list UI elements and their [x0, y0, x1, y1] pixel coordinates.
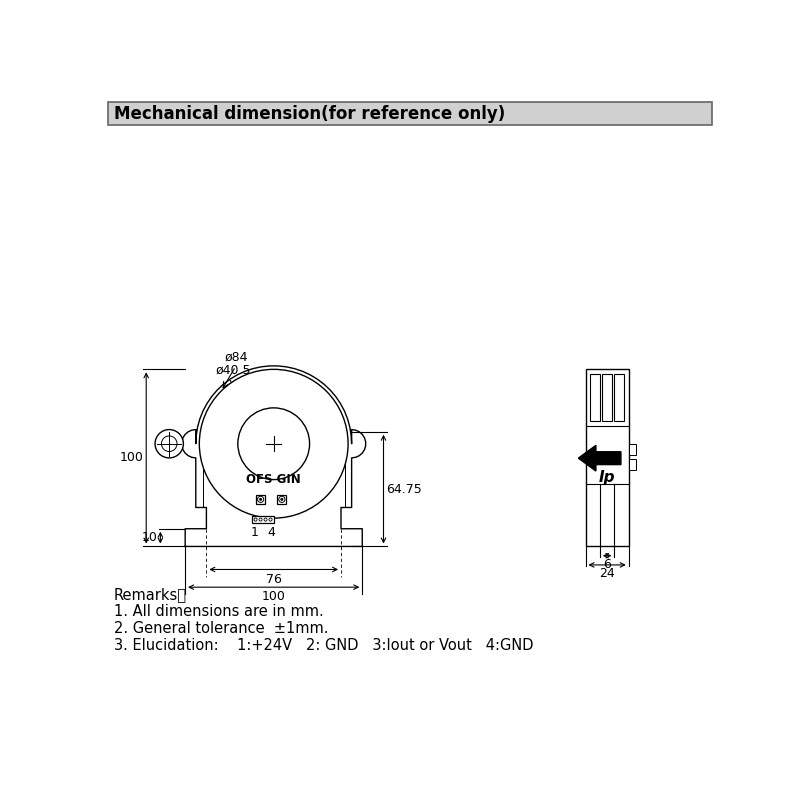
Text: 1. All dimensions are in mm.: 1. All dimensions are in mm.	[114, 604, 323, 619]
Circle shape	[264, 518, 267, 521]
Bar	[108, 102, 712, 126]
Text: Remarks：: Remarks：	[114, 587, 186, 602]
Circle shape	[238, 408, 310, 479]
Bar	[253, 516, 274, 523]
Bar	[278, 494, 286, 504]
Text: 1: 1	[251, 526, 258, 538]
Text: 6: 6	[603, 558, 611, 571]
Circle shape	[258, 496, 264, 502]
Text: ø40.5: ø40.5	[215, 363, 250, 377]
Text: 24: 24	[599, 567, 615, 580]
Text: 100: 100	[262, 590, 286, 603]
Text: Mechanical dimension(for reference only): Mechanical dimension(for reference only)	[114, 105, 506, 122]
Circle shape	[254, 518, 257, 521]
Text: 100: 100	[119, 451, 143, 464]
Bar	[629, 444, 636, 454]
Text: 76: 76	[266, 573, 282, 586]
Bar	[256, 494, 266, 504]
Bar	[602, 374, 612, 422]
Text: 64.75: 64.75	[386, 482, 422, 496]
Circle shape	[269, 518, 272, 521]
Bar	[590, 374, 601, 422]
Polygon shape	[182, 366, 366, 546]
Text: 2. General tolerance  ±1mm.: 2. General tolerance ±1mm.	[114, 621, 328, 636]
Circle shape	[278, 496, 285, 502]
Text: 4: 4	[268, 526, 276, 538]
Bar	[629, 459, 636, 470]
Text: OFS GIN: OFS GIN	[246, 474, 301, 486]
Circle shape	[259, 498, 262, 501]
Bar	[586, 370, 629, 546]
Text: ø84: ø84	[224, 351, 248, 364]
Circle shape	[199, 370, 348, 518]
Circle shape	[281, 498, 283, 501]
Text: 3. Elucidation:    1:+24V   2: GND   3:Iout or Vout   4:GND: 3. Elucidation: 1:+24V 2: GND 3:Iout or …	[114, 638, 533, 653]
Circle shape	[155, 430, 183, 458]
Text: Ip: Ip	[599, 470, 615, 485]
Polygon shape	[578, 446, 621, 471]
Circle shape	[259, 518, 262, 521]
Text: 10: 10	[142, 531, 158, 544]
Bar	[614, 374, 624, 422]
